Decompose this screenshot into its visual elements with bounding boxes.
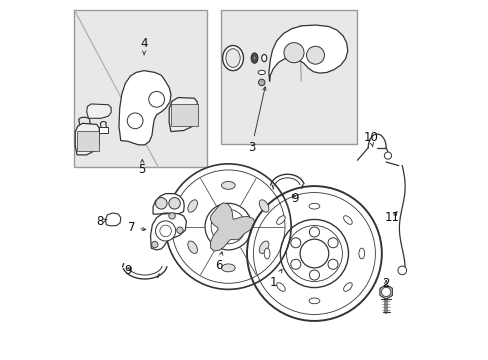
Polygon shape [268,25,347,81]
Circle shape [168,198,180,209]
Ellipse shape [276,216,285,224]
Polygon shape [150,213,186,250]
Circle shape [327,238,337,248]
Circle shape [168,213,175,219]
Text: 3: 3 [247,87,265,154]
Ellipse shape [259,241,268,253]
Text: 9: 9 [290,192,298,205]
Ellipse shape [253,55,255,60]
Circle shape [306,46,324,64]
Circle shape [155,221,175,241]
Circle shape [381,287,390,297]
Ellipse shape [358,248,364,259]
Polygon shape [119,71,171,145]
Text: 2: 2 [382,278,389,291]
Ellipse shape [308,203,319,209]
Polygon shape [77,131,99,150]
Ellipse shape [276,283,285,291]
Circle shape [127,113,142,129]
Polygon shape [379,285,391,299]
Text: 1: 1 [269,269,282,289]
Circle shape [155,198,167,209]
Polygon shape [169,98,198,132]
Polygon shape [99,127,108,134]
Text: 7: 7 [127,221,145,234]
Ellipse shape [222,45,243,71]
Ellipse shape [258,70,265,75]
Ellipse shape [221,264,235,272]
Polygon shape [75,123,99,155]
Ellipse shape [187,241,197,253]
Ellipse shape [261,54,266,62]
Ellipse shape [187,200,197,212]
Circle shape [176,227,183,233]
Text: 6: 6 [215,252,223,272]
Circle shape [148,91,164,107]
Circle shape [151,241,158,248]
Polygon shape [153,194,184,214]
Polygon shape [105,213,121,226]
Ellipse shape [251,53,257,63]
Ellipse shape [221,181,235,189]
Circle shape [290,238,300,248]
Polygon shape [86,104,111,118]
Circle shape [284,42,304,63]
Text: 10: 10 [363,131,377,147]
Bar [221,10,357,144]
Polygon shape [210,203,254,251]
Ellipse shape [343,283,351,291]
Circle shape [384,152,391,159]
Ellipse shape [259,200,268,212]
Polygon shape [171,104,198,126]
Circle shape [397,266,406,275]
Circle shape [327,259,337,269]
Bar [74,10,206,167]
Circle shape [309,270,319,280]
Circle shape [290,259,300,269]
Ellipse shape [264,248,269,259]
Text: 8: 8 [97,215,107,228]
Circle shape [309,227,319,237]
Text: 4: 4 [140,36,147,55]
Text: 5: 5 [138,159,146,176]
Ellipse shape [343,216,351,224]
Ellipse shape [308,298,319,304]
Text: 9: 9 [124,264,131,277]
Ellipse shape [225,49,240,67]
Text: 11: 11 [384,211,399,224]
Circle shape [258,79,264,86]
